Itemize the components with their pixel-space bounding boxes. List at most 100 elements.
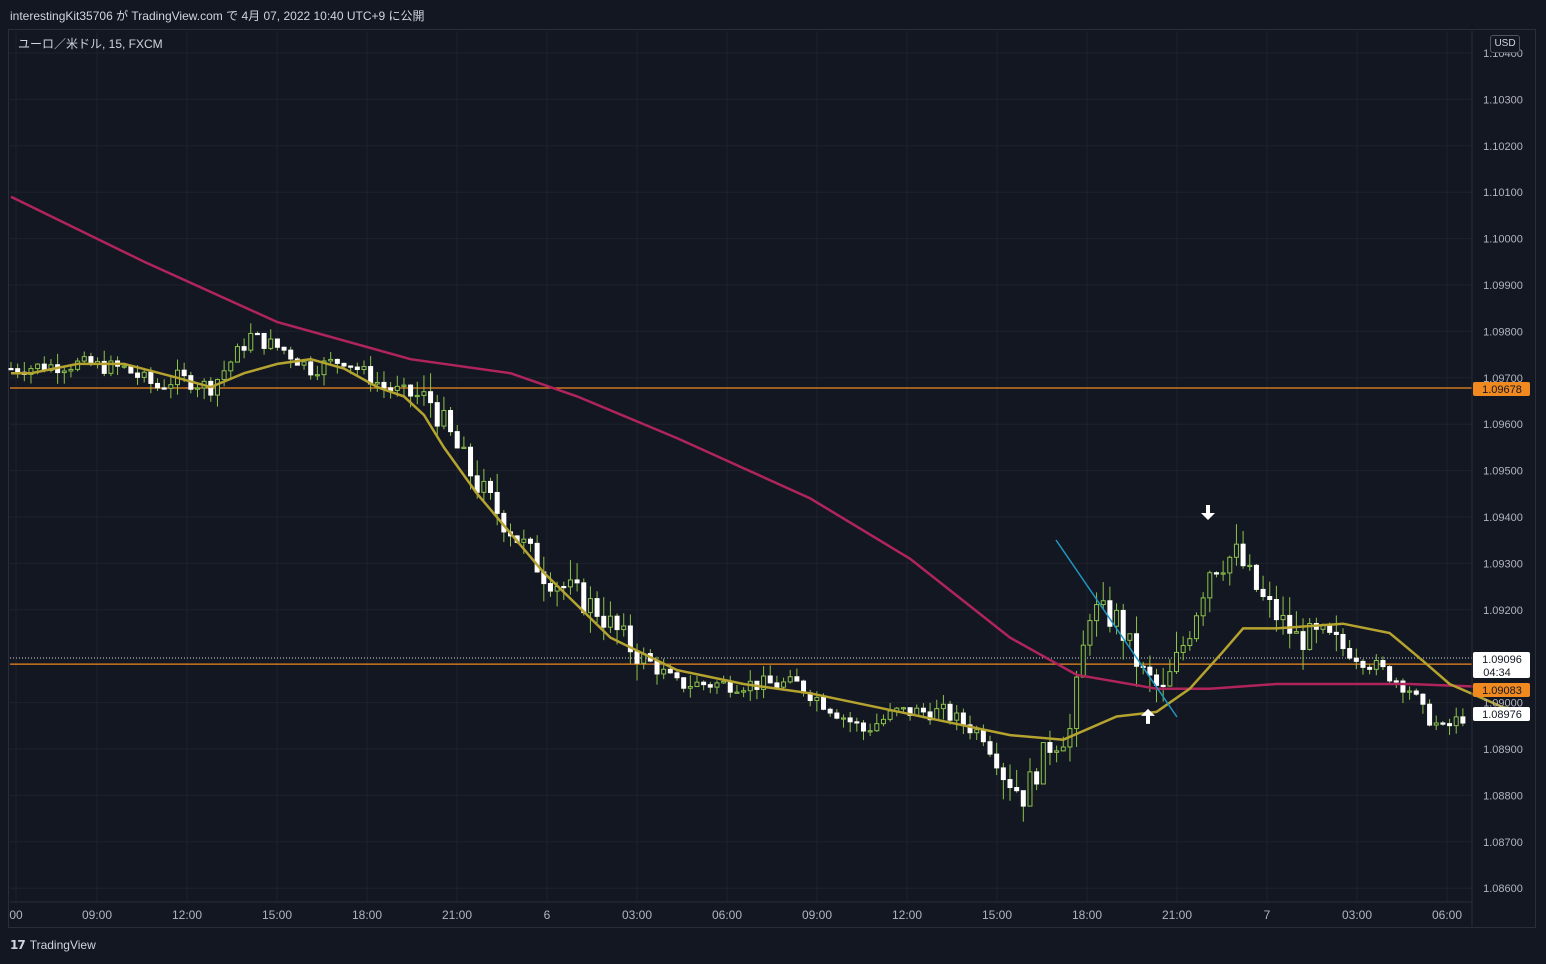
candle-body [408,384,414,397]
candle-body [1240,543,1246,567]
time-tick: 7 [1264,908,1271,922]
candle-body [194,387,200,390]
candle-body [687,686,693,689]
candle-body [1047,742,1053,753]
candle-body [661,668,667,675]
price-label-box [1473,683,1530,697]
candle-body [414,394,420,398]
candle-body [827,708,833,714]
price-tick: 1.09300 [1483,558,1523,570]
candle-body [1427,703,1433,726]
time-tick: 12:00 [892,908,922,922]
price-tick: 1.10000 [1483,234,1523,246]
price-tick: 1.08800 [1483,790,1523,802]
candle-body [567,579,573,588]
candle-body [714,682,720,688]
price-label-text: 1.08976 [1482,709,1522,721]
candle-body [721,680,727,684]
candle-body [987,741,993,755]
candle-body [521,538,527,543]
candle-body [1273,599,1279,621]
chart-pane[interactable] [8,29,1536,928]
candle-body [867,730,873,733]
price-tick: 1.08900 [1483,744,1523,756]
currency-button[interactable]: USD [1490,35,1520,53]
brand-text: TradingView [29,938,96,952]
candle-body [1080,644,1086,678]
candle-body [1200,597,1206,617]
candle-body [1060,746,1066,752]
candle-body [1094,604,1100,622]
candle-body [960,712,966,726]
candle-body [920,707,926,713]
candle-body [434,402,440,427]
candle-body [627,625,633,653]
candle-body [847,717,853,723]
arrow-down-icon [1201,505,1215,520]
candle-body [254,332,260,336]
candle-body [421,391,427,396]
price-tick: 1.09500 [1483,466,1523,478]
candle-body [1054,750,1060,753]
candle-body [1020,790,1026,807]
candle-body [1027,771,1033,807]
candle-body [1014,787,1020,792]
candle-body [607,615,613,628]
candle-body [448,410,454,433]
publish-bar: interestingKit35706 が TradingView.com で … [0,0,1546,30]
candle-body [581,582,587,614]
time-tick: 09:00 [82,908,112,922]
candle-body [1134,633,1140,667]
candle-body [328,358,334,362]
ma-slow-line [10,195,1530,690]
price-axis: 1.104001.103001.102001.101001.100001.099… [1471,31,1523,928]
candle-body [601,615,607,628]
candle-body [1034,771,1040,785]
candle-body [1233,543,1239,558]
candle-body [954,712,960,721]
candle-body [940,703,946,710]
candle-body [741,690,747,693]
candle-body [354,366,360,371]
tradingview-brand[interactable]: 17 TradingView [10,938,96,952]
candle-body [1293,631,1299,634]
price-label-box [1473,707,1530,721]
candle-body [1333,631,1339,636]
price-tick: 1.09900 [1483,280,1523,292]
candle-body [394,385,400,391]
candle-body [481,480,487,493]
candle-body [841,717,846,720]
candle-body [1447,723,1453,727]
candle-body [1187,638,1193,646]
candle-body [1340,634,1346,650]
candle-body [1227,556,1233,574]
candle-body [1267,596,1273,601]
candle-body [701,681,707,686]
candle-body [860,722,866,732]
candle-body [1260,588,1266,598]
candle-body [288,349,294,360]
candle-body [401,384,407,387]
candle-body [1287,614,1293,634]
symbol-legend[interactable]: ユーロ／米ドル, 15, FXCM [18,37,163,51]
price-label-box [1473,652,1530,678]
price-tick: 1.09700 [1483,373,1523,385]
candle-body [374,381,380,385]
candle-body [587,598,593,614]
price-tick: 1.09200 [1483,605,1523,617]
candle-body [634,651,640,664]
candle-body [1147,666,1153,676]
candle-body [281,346,287,351]
time-tick: 18:00 [1072,908,1102,922]
candle-body [1420,693,1426,705]
candle-body [248,332,254,351]
trendline [1055,539,1178,718]
price-tick: 1.10300 [1483,94,1523,106]
candle-body [441,410,447,427]
candle-body [1087,620,1093,646]
candle-body [1154,674,1160,686]
candle-body [1307,623,1313,650]
candle-body [794,676,800,682]
time-tick: 21:00 [1162,908,1192,922]
